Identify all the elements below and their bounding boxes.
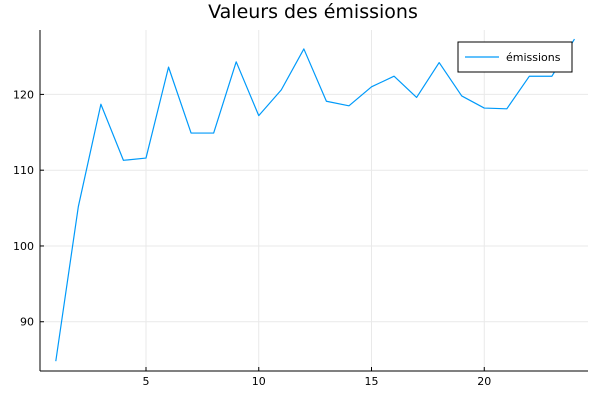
grid-layer bbox=[40, 30, 588, 371]
x-tick-label: 15 bbox=[365, 375, 379, 388]
chart-title: Valeurs des émissions bbox=[208, 1, 418, 23]
y-tick-label: 110 bbox=[13, 164, 34, 177]
legend: émissions bbox=[457, 41, 573, 73]
y-tick-label: 100 bbox=[13, 240, 34, 253]
legend-box bbox=[457, 41, 573, 73]
y-tick-label: 120 bbox=[13, 88, 34, 101]
legend-label: émissions bbox=[506, 51, 561, 64]
series-layer bbox=[55, 38, 575, 362]
y-tick-label: 90 bbox=[20, 316, 34, 329]
x-tick-label: 5 bbox=[142, 375, 149, 388]
axes-layer bbox=[39, 30, 588, 372]
series-line-emissions bbox=[55, 38, 575, 362]
ticks-layer: 5 10 15 20 90 100 110 120 bbox=[13, 88, 491, 388]
x-tick-label: 20 bbox=[477, 375, 491, 388]
x-tick-label: 10 bbox=[252, 375, 266, 388]
